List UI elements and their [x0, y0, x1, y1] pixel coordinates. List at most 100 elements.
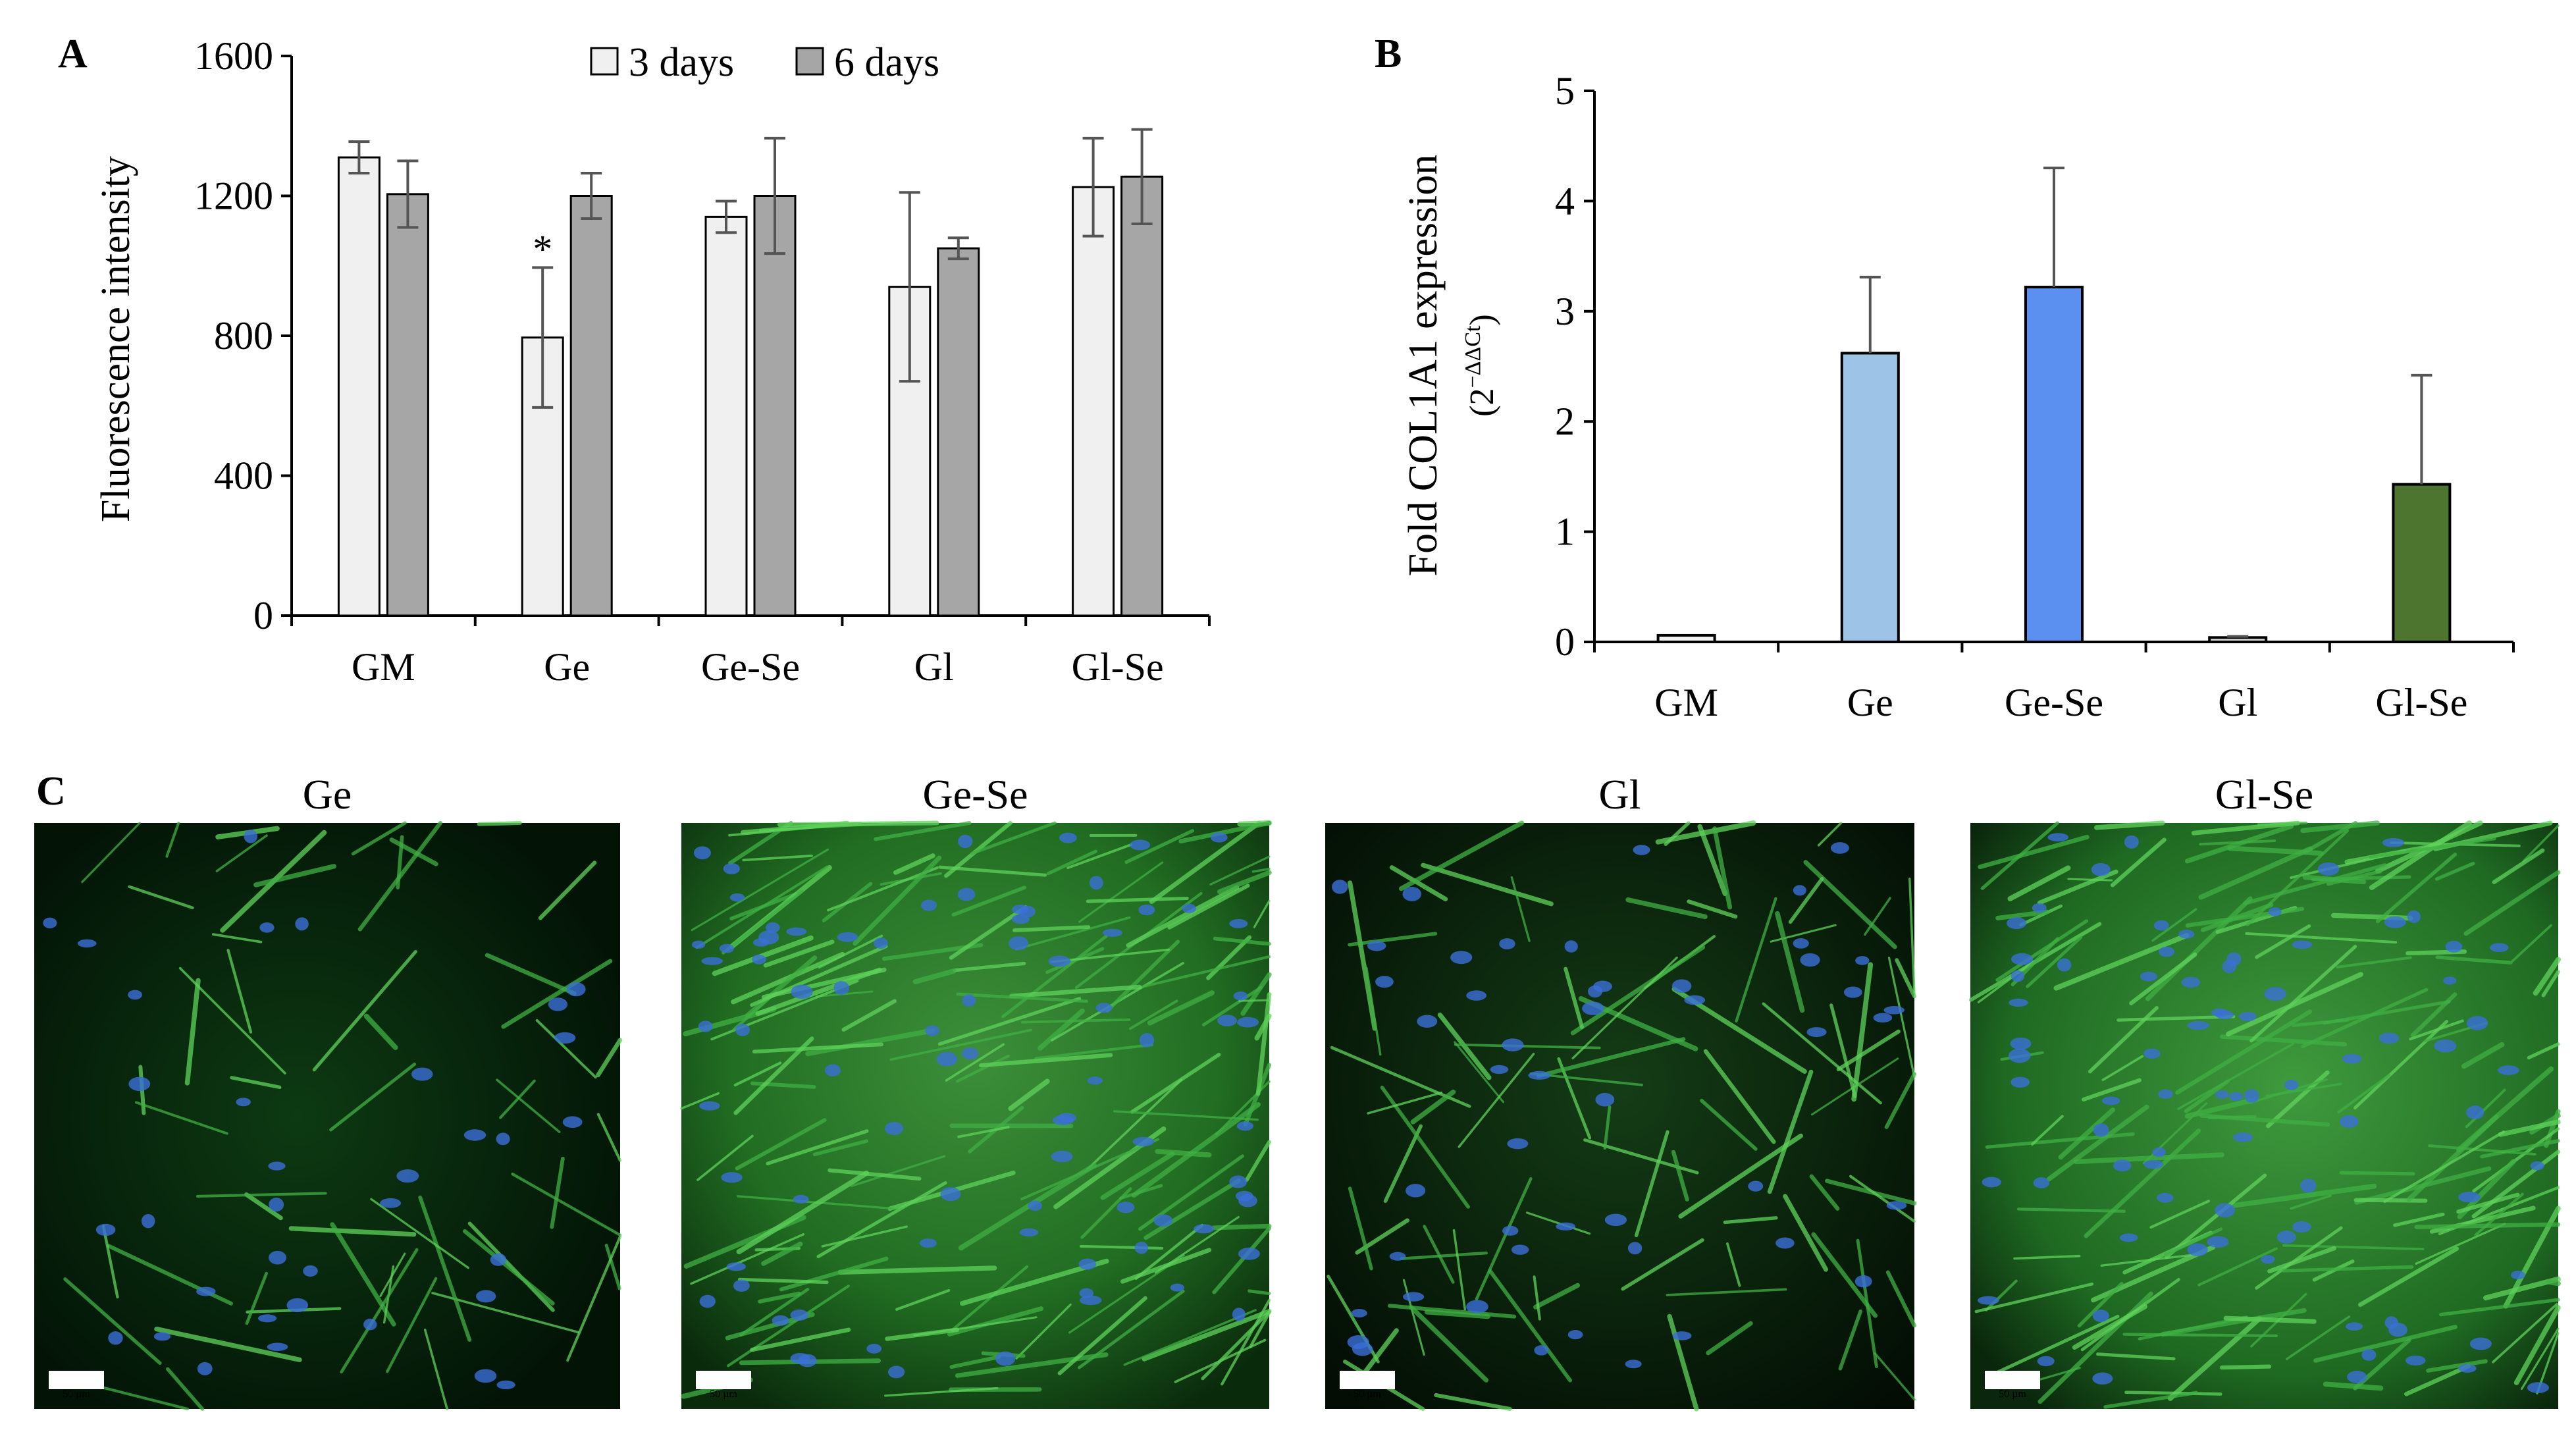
nucleus: [1237, 1017, 1259, 1028]
actin-fiber: [1078, 861, 1164, 923]
actin-fiber: [1249, 1311, 1271, 1348]
actin-fiber: [745, 955, 818, 1018]
actin-fiber: [2094, 820, 2165, 830]
nucleus: [2143, 1160, 2164, 1169]
nucleus: [196, 1286, 216, 1296]
nucleus: [1564, 940, 1578, 953]
nucleus: [1490, 1065, 1509, 1074]
actin-fiber: [2498, 1119, 2561, 1137]
chart-a-ytick-label: 800: [214, 314, 273, 358]
actin-fiber: [1603, 1105, 1612, 1150]
nucleus: [1499, 938, 1515, 949]
actin-fiber: [2521, 1327, 2560, 1390]
nucleus: [752, 954, 766, 965]
actin-fiber: [1452, 1229, 1467, 1311]
nucleus: [2011, 1076, 2030, 1088]
actin-fiber: [2426, 1359, 2488, 1373]
actin-fiber: [2369, 820, 2472, 890]
nucleus: [921, 899, 937, 911]
actin-fiber: [1851, 962, 1874, 1102]
actin-fiber: [1885, 1270, 1916, 1328]
actin-fiber: [2019, 904, 2063, 927]
nucleus: [2178, 930, 2195, 939]
actin-fiber: [2184, 1098, 2255, 1119]
actin-fiber: [1775, 911, 1805, 1013]
actin-fiber: [2472, 1127, 2560, 1193]
nucleus: [1009, 936, 1028, 951]
actin-fiber: [2026, 936, 2083, 988]
actin-fiber: [2220, 1034, 2348, 1047]
nucleus: [2057, 958, 2072, 972]
actin-fiber: [2255, 924, 2311, 959]
nucleus: [2152, 1147, 2167, 1157]
nucleus: [766, 922, 780, 934]
actin-fiber: [1084, 1078, 1183, 1173]
panel-label-b: B: [1375, 32, 1402, 76]
actin-fiber: [566, 1235, 622, 1362]
bar-ge: [1840, 352, 1900, 643]
actin-fiber: [955, 1054, 1010, 1083]
nucleus: [1843, 986, 1862, 998]
actin-fiber: [1020, 1018, 1131, 1024]
actin-fiber: [245, 1271, 269, 1325]
actin-fiber: [386, 1277, 438, 1373]
actin-fiber: [2428, 1144, 2537, 1156]
actin-fiber: [1621, 1238, 1704, 1291]
actin-fiber: [1655, 820, 1756, 845]
micrograph-title-ge-se: Ge-Se: [923, 771, 1028, 818]
nucleus: [2007, 917, 2027, 930]
nucleus: [701, 957, 723, 965]
actin-fiber: [1221, 1298, 1271, 1386]
errorbar-3-days-ge-se: [716, 199, 737, 234]
chart-b-ylabel: Fold COL1A1 expression: [1401, 155, 1446, 577]
actin-fiber: [154, 1326, 302, 1362]
nucleus: [2211, 1008, 2228, 1017]
chart-b-ytick-label: 4: [1555, 179, 1575, 223]
nucleus: [793, 1194, 809, 1204]
nucleus: [463, 1129, 486, 1141]
nucleus: [1806, 1027, 1827, 1038]
actin-fiber: [2353, 1198, 2428, 1203]
nucleus: [735, 1024, 750, 1036]
actin-fiber: [821, 1225, 908, 1248]
actin-fiber: [2036, 1367, 2081, 1381]
bar-6-days-ge: [569, 195, 613, 617]
nucleus: [1051, 1150, 1073, 1163]
nucleus: [2011, 970, 2025, 982]
actin-fiber: [477, 821, 522, 826]
nucleus: [995, 1351, 1016, 1366]
micrograph-gl-se: 50 µm: [1968, 820, 2561, 1409]
actin-fiber: [2456, 1066, 2554, 1153]
chart-a-legend: 3 days 6 days: [590, 40, 939, 85]
nucleus: [1402, 1292, 1425, 1302]
nucleus: [2498, 1065, 2519, 1075]
actin-fiber: [2300, 820, 2380, 834]
nucleus: [1130, 839, 1151, 851]
nucleus: [2047, 833, 2069, 842]
chart-b-ytick-label: 2: [1555, 400, 1575, 443]
nucleus: [1095, 1003, 1113, 1013]
actin-fiber: [957, 1126, 1010, 1138]
nucleus: [2466, 1016, 2488, 1030]
actin-fiber: [1735, 897, 1777, 1023]
actin-fiber: [1130, 1053, 1221, 1114]
actin-fiber: [1437, 1012, 1492, 1080]
scale-bar: [1985, 1371, 2040, 1389]
actin-fiber: [2465, 1088, 2506, 1128]
nucleus: [269, 1198, 284, 1212]
bar-6-days-gl: [937, 247, 980, 617]
chart-a-xtick-label: Gl-Se: [1072, 645, 1164, 689]
actin-fiber: [2013, 1254, 2081, 1260]
actin-fiber: [2292, 1018, 2350, 1027]
nucleus: [141, 1213, 155, 1229]
actin-fiber: [1634, 1130, 1669, 1238]
nucleus: [1059, 832, 1077, 843]
actin-fiber: [2480, 1138, 2560, 1159]
nucleus: [1087, 1076, 1103, 1085]
nucleus: [2032, 903, 2047, 913]
nucleus: [490, 1253, 507, 1266]
actin-fiber: [1008, 1078, 1050, 1111]
nucleus: [698, 1021, 713, 1032]
actin-fiber: [1571, 956, 1678, 1060]
nucleus: [1012, 914, 1030, 924]
